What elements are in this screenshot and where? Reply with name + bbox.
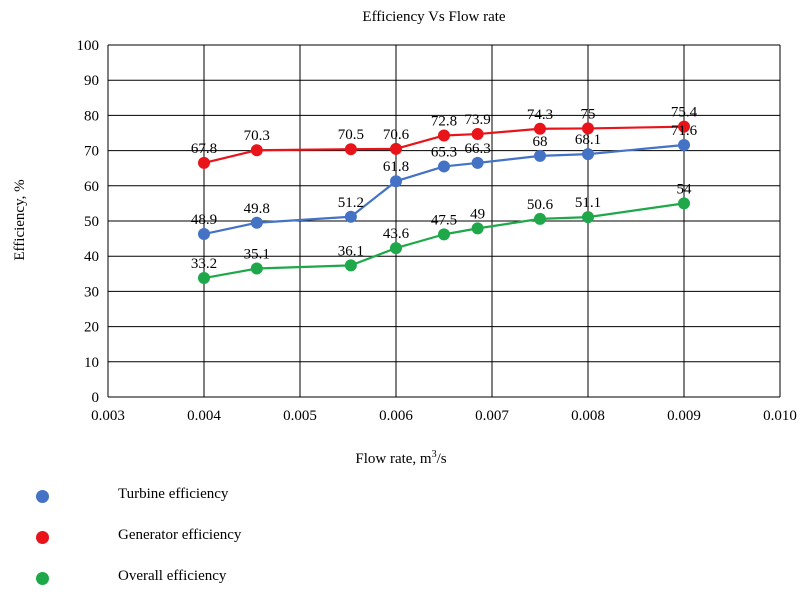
turbine-efficiency-point [534,149,546,162]
turbine-efficiency-data-label: 71.6 [671,123,698,139]
y-tick-label: 30 [84,284,99,300]
data-labels: 48.9 49.8 51.2 61.8 65.3 66.3 68 68.1 71.6 67.8 70… [191,105,698,272]
generator-efficiency-data-label: 70.3 [244,128,270,144]
x-tick-label: 0.003 [91,408,125,424]
y-tick-label: 100 [77,38,100,54]
series-layer [198,120,690,285]
turbine-efficiency-data-label: 61.8 [383,159,409,175]
x-tick-label: 0.007 [475,408,509,424]
y-tick-label: 80 [84,108,99,124]
x-tick-label: 0.010 [763,408,797,424]
generator-efficiency-data-label: 70.6 [383,127,410,143]
turbine-efficiency-data-label: 48.9 [191,212,217,228]
turbine-efficiency-point [438,160,450,173]
generator-efficiency-data-label: 73.9 [464,112,490,128]
turbine-efficiency-point [390,175,402,188]
y-tick-label: 20 [84,320,99,336]
legend-label-overall: Overall efficiency [118,568,227,584]
legend-marker-turbine [36,490,49,503]
overall-efficiency-data-label: 35.1 [244,247,270,263]
chart-title: Efficiency Vs Flow rate [362,9,506,25]
x-tick-label: 0.009 [667,408,701,424]
y-tick-label: 10 [84,355,99,371]
overall-efficiency-point [582,211,594,224]
overall-efficiency-data-label: 54 [677,181,693,197]
x-axis-label-main: Flow rate, m [355,451,432,467]
turbine-efficiency-data-label: 51.2 [338,195,364,211]
overall-efficiency-data-label: 51.1 [575,195,601,211]
legend-marker-generator [36,531,49,544]
generator-efficiency-point [438,129,450,142]
turbine-efficiency-point [198,228,210,241]
legend-label-generator: Generator efficiency [118,527,242,543]
generator-efficiency-data-label: 67.8 [191,141,217,157]
y-tick-label: 50 [84,214,99,230]
y-tick-label: 70 [84,144,99,160]
efficiency-chart: Efficiency Vs Flow rate 0 10 20 30 40 50 60 70 8… [12,9,797,467]
turbine-efficiency-point [678,138,690,151]
x-axis-label-suffix: /s [437,451,447,467]
generator-efficiency-point [678,120,690,133]
overall-efficiency-point [471,222,484,235]
turbine-efficiency-point [250,216,263,229]
x-axis-label: Flow rate, m3/s [355,449,446,467]
generator-efficiency-data-label: 75 [581,106,596,122]
generator-efficiency-point [344,143,357,156]
turbine-efficiency-point [582,148,594,161]
generator-efficiency-point [198,156,210,169]
turbine-efficiency-point [471,156,484,169]
turbine-efficiency-data-label: 49.8 [244,201,270,217]
legend-label-turbine: Turbine efficiency [118,486,229,502]
turbine-efficiency-data-label: 68 [533,134,548,150]
overall-efficiency-data-label: 33.2 [191,256,217,272]
generator-efficiency-data-label: 75.4 [671,105,698,121]
overall-efficiency-point [250,262,263,275]
generator-efficiency-point [471,128,484,141]
overall-efficiency-data-label: 50.6 [527,197,554,213]
overall-efficiency-point [438,228,450,241]
turbine-efficiency-point [344,210,357,223]
generator-efficiency-point [582,122,594,135]
y-tick-label: 40 [84,249,99,265]
overall-efficiency-point [390,242,402,255]
generator-efficiency-data-label: 72.8 [431,113,457,129]
generator-efficiency-point [534,122,546,135]
x-tick-label: 0.008 [571,408,605,424]
y-tick-label: 0 [92,390,100,406]
turbine-efficiency-data-label: 68.1 [575,132,601,148]
overall-efficiency-data-label: 47.5 [431,212,457,228]
generator-efficiency-point [250,144,263,157]
overall-efficiency-point [678,197,690,210]
overall-efficiency-point [534,212,546,225]
overall-efficiency-data-label: 36.1 [338,243,364,259]
y-tick-label: 90 [84,73,99,89]
y-axis-label: Efficiency, % [12,179,28,260]
overall-efficiency-data-label: 49 [470,206,485,222]
turbine-efficiency-data-label: 65.3 [431,144,457,160]
overall-efficiency-point [344,259,357,272]
generator-efficiency-data-label: 74.3 [527,107,553,123]
x-axis-label-sup: 3 [432,449,437,460]
generator-efficiency-data-label: 70.5 [338,127,364,143]
legend-marker-overall [36,572,49,585]
x-tick-label: 0.004 [187,408,221,424]
y-tick-labels: 0 10 20 30 40 50 60 70 80 90 100 [77,38,100,406]
overall-efficiency-data-label: 43.6 [383,226,410,242]
x-tick-label: 0.006 [379,408,413,424]
x-tick-labels: 0.003 0.004 0.005 0.006 0.007 0.008 0.009 0.010 [91,408,797,424]
y-tick-label: 60 [84,179,99,195]
generator-efficiency-point [390,142,402,155]
x-tick-label: 0.005 [283,408,317,424]
turbine-efficiency-data-label: 66.3 [464,141,490,157]
overall-efficiency-point [198,272,210,285]
